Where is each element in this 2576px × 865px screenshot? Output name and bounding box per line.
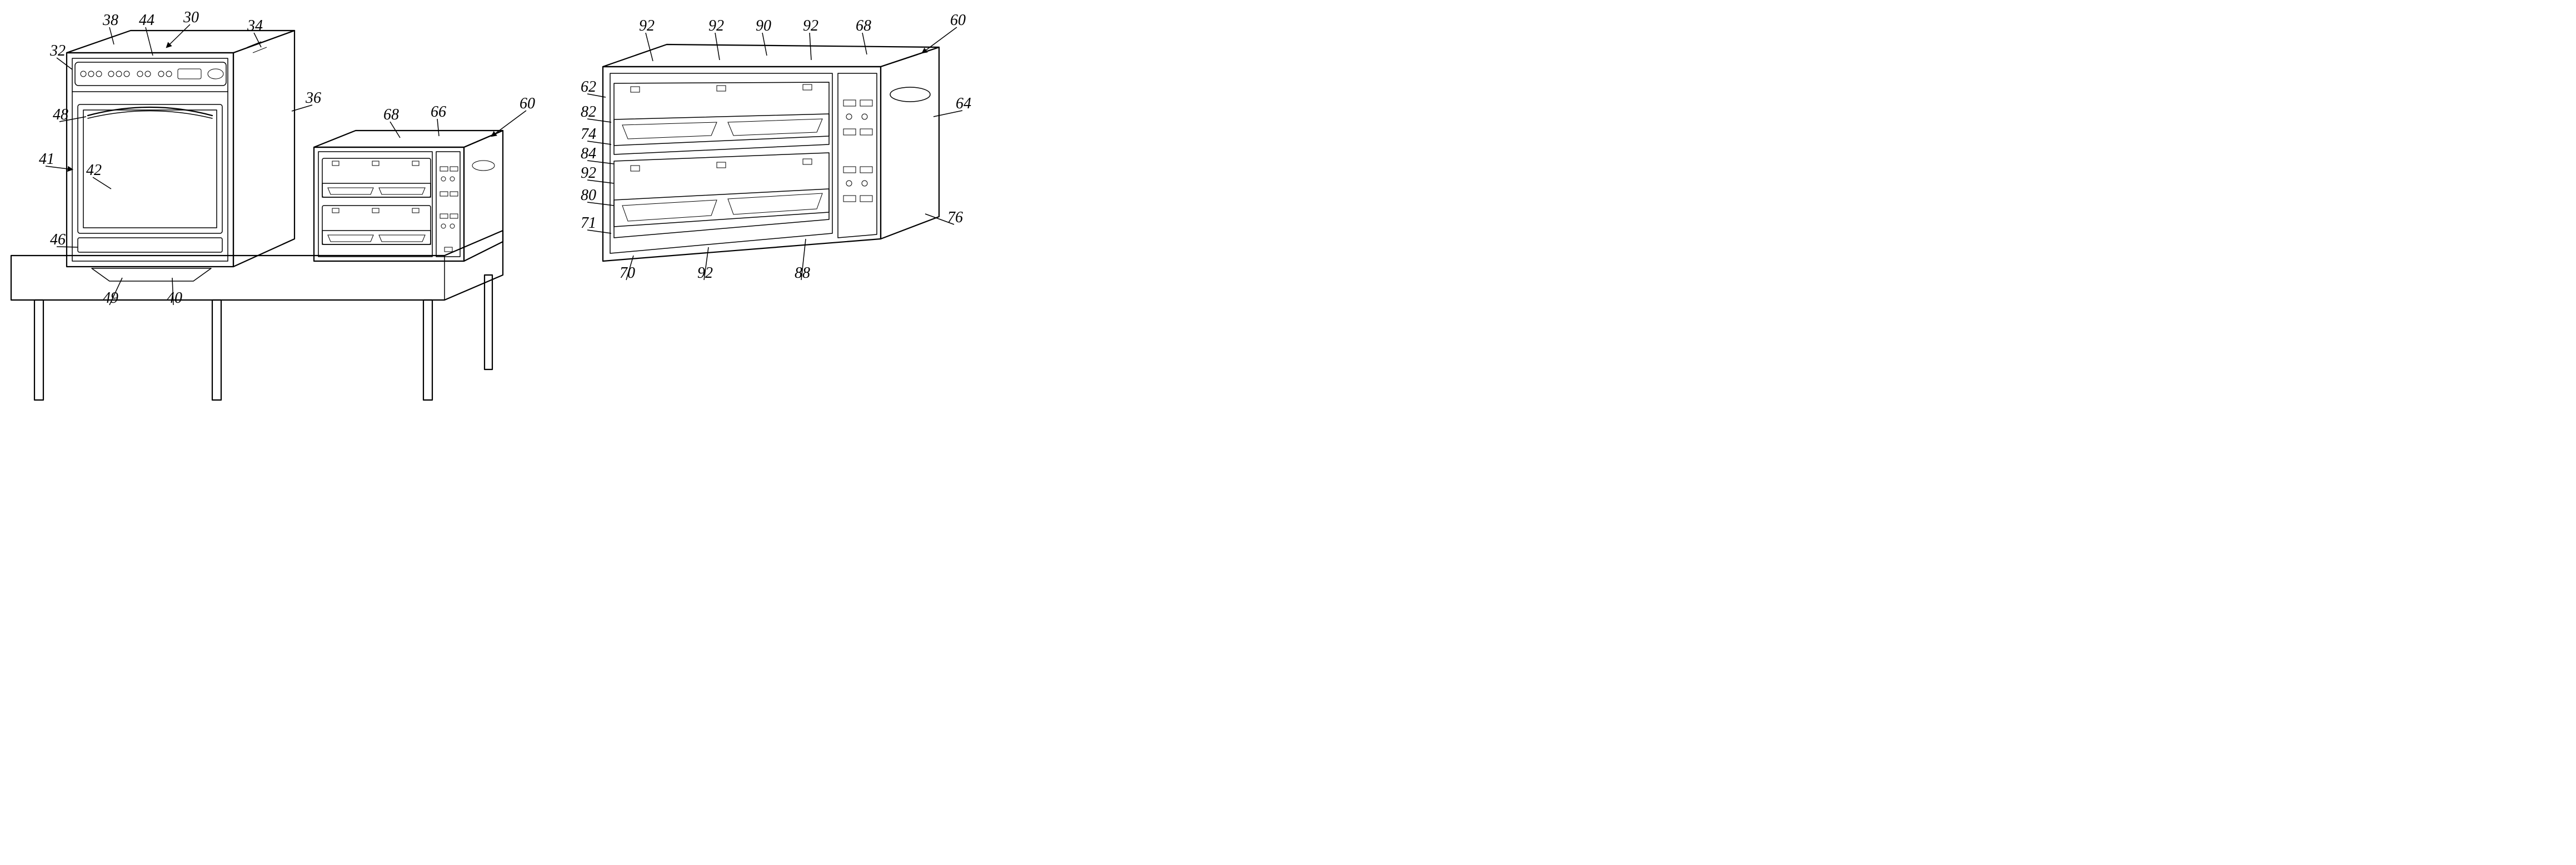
ref-numeral: 76	[947, 209, 963, 226]
ref-numeral: 68	[856, 17, 871, 34]
oven-30	[67, 31, 294, 281]
ref-numeral: 42	[86, 162, 102, 179]
ref-numeral: 46	[50, 231, 66, 248]
ref-numeral: 64	[956, 95, 971, 112]
oven-control-glyphs	[81, 69, 223, 79]
ref-numeral: 41	[39, 151, 54, 168]
ref-numeral: 84	[581, 145, 596, 162]
ref-numeral: 49	[103, 289, 118, 307]
ref-numeral: 40	[167, 289, 182, 307]
ref-numeral: 34	[247, 17, 263, 34]
ref-numeral: 36	[305, 89, 321, 107]
ref-numeral: 92	[708, 17, 724, 34]
ref-numeral: 74	[581, 126, 596, 143]
ref-numeral: 71	[581, 214, 596, 232]
ref-numeral: 32	[49, 42, 66, 59]
ref-numeral: 92	[639, 17, 655, 34]
ref-numeral: 44	[139, 12, 154, 29]
holding-unit-left	[314, 131, 503, 261]
ref-numeral: 80	[581, 187, 596, 204]
ref-numeral: 70	[620, 264, 635, 282]
holding-unit-right	[603, 44, 939, 261]
ref-numeral: 68	[383, 106, 399, 123]
ref-numeral: 66	[431, 103, 446, 121]
ref-numeral: 62	[581, 78, 596, 96]
ref-numeral: 92	[581, 164, 596, 182]
ref-numeral: 90	[756, 17, 771, 34]
ref-numeral: 60	[950, 12, 966, 29]
ref-numeral: 30	[183, 9, 199, 26]
ref-numeral: 92	[803, 17, 818, 34]
ref-numeral: 38	[102, 12, 118, 29]
ref-numeral: 60	[520, 95, 535, 112]
ref-numeral: 82	[581, 103, 596, 121]
